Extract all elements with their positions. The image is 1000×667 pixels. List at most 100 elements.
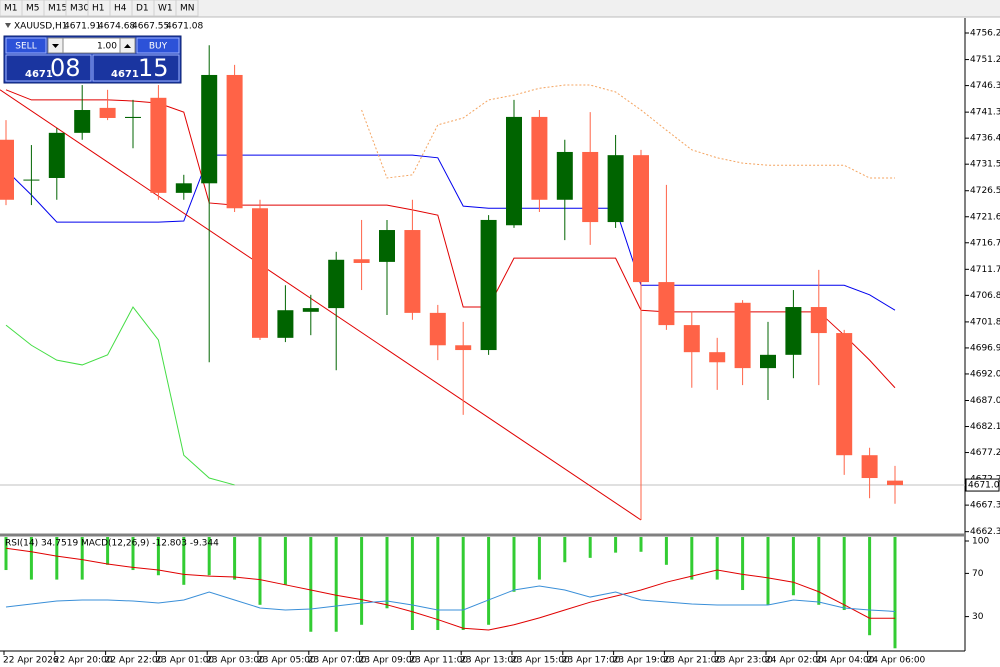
sell-button[interactable] xyxy=(5,37,47,54)
header-icon xyxy=(5,23,11,28)
y-tick-label: 30 xyxy=(972,612,984,622)
macd-bar xyxy=(360,537,364,625)
bid-pips: 08 xyxy=(50,54,81,82)
candle-body xyxy=(48,132,65,178)
macd-bar xyxy=(817,537,821,605)
macd-bar xyxy=(207,537,211,576)
trendline xyxy=(0,89,642,521)
macd-bar xyxy=(131,537,135,571)
y-tick-label: 4736.40 xyxy=(970,134,1000,144)
macd-bar xyxy=(690,537,694,580)
timeframe-label: H1 xyxy=(92,4,105,14)
macd-bar xyxy=(741,537,745,591)
macd-bar xyxy=(4,537,8,571)
x-tick-label: 24 Apr 06:00 xyxy=(867,656,926,666)
y-tick-label: 4701.80 xyxy=(970,317,1000,327)
macd-bar xyxy=(436,537,440,631)
lot-down-arrow xyxy=(52,44,59,48)
y-tick-label: 4731.50 xyxy=(970,160,1000,170)
candle-body xyxy=(607,155,624,223)
macd-bar xyxy=(512,537,516,592)
overlay-line xyxy=(361,84,895,179)
candle-body xyxy=(658,282,675,326)
candle-body xyxy=(582,151,599,223)
macd-bar xyxy=(182,537,186,585)
bid-main: 4671 xyxy=(25,69,53,80)
candle-body xyxy=(328,259,345,309)
macd-bar xyxy=(766,537,770,605)
y-tick-label: 70 xyxy=(972,569,984,579)
y-tick-label: 4751.20 xyxy=(970,55,1000,65)
sell-label: SELL xyxy=(15,42,36,52)
y-tick-label: 4756.20 xyxy=(970,29,1000,39)
low: 4667.55 xyxy=(132,22,169,32)
macd-bar xyxy=(563,537,567,563)
macd-bar xyxy=(385,537,389,609)
timeframe-label: M1 xyxy=(4,4,18,14)
candle-body xyxy=(201,74,218,184)
timeframe-label: M5 xyxy=(26,4,40,14)
buy-button[interactable] xyxy=(136,37,180,54)
macd-bar xyxy=(791,537,795,596)
bid-box[interactable] xyxy=(5,54,92,82)
x-tick-label: 23 Apr 13:00 xyxy=(460,656,519,666)
lot-value: 1.00 xyxy=(97,42,117,52)
x-tick-label: 23 Apr 19:00 xyxy=(613,656,672,666)
macd-bar xyxy=(664,537,668,565)
candle-body xyxy=(379,230,395,262)
macd-bar xyxy=(309,537,313,632)
candle-body xyxy=(277,310,294,338)
macd-bar xyxy=(80,537,84,580)
candle-body xyxy=(252,208,268,338)
x-tick-label: 23 Apr 05:00 xyxy=(257,656,316,666)
macd-bar xyxy=(842,537,846,611)
x-tick-label: 23 Apr 07:00 xyxy=(308,656,367,666)
current-price-box xyxy=(965,478,1000,492)
candle-body xyxy=(226,74,243,209)
macd-bar xyxy=(283,537,287,585)
x-tick-label: 24 Apr 02:00 xyxy=(765,656,824,666)
x-tick-label: 23 Apr 11:00 xyxy=(409,656,468,666)
candle-body xyxy=(302,308,319,312)
x-tick-label: 22 Apr 22:00 xyxy=(105,656,164,666)
candle-body xyxy=(887,480,903,486)
ask-box[interactable] xyxy=(92,54,180,82)
lot-up-arrow xyxy=(124,44,131,48)
x-tick-label: 24 Apr 04:00 xyxy=(816,656,875,666)
y-tick-label: 4696.90 xyxy=(970,343,1000,353)
y-tick-label: 4667.30 xyxy=(970,501,1000,511)
x-tick-label: 23 Apr 21:00 xyxy=(663,656,722,666)
candle-body xyxy=(836,333,853,456)
buy-label: BUY xyxy=(149,42,168,52)
symbol: XAUUSD,H1 xyxy=(14,22,68,32)
y-tick-label: 4687.00 xyxy=(970,396,1000,406)
candle-body xyxy=(810,307,827,334)
y-tick-label: 4746.30 xyxy=(970,81,1000,91)
current-price-label: 4671.08 xyxy=(968,481,1000,491)
x-tick-label: 23 Apr 03:00 xyxy=(206,656,265,666)
ask-main: 4671 xyxy=(111,69,139,80)
timeframe-label: MN xyxy=(180,4,195,14)
timeframe-label: D1 xyxy=(136,4,149,14)
candle-body xyxy=(404,230,421,313)
plot xyxy=(0,45,965,649)
x-tick-label: 22 Apr 2026 xyxy=(3,656,59,666)
timeframe-bar: M1 M5 M15 M30 H1 H4 D1 W1 MN xyxy=(0,0,199,17)
y-tick-label: 4662.30 xyxy=(970,527,1000,537)
y-tick-label: 4716.70 xyxy=(970,238,1000,248)
candle-body xyxy=(74,110,91,133)
overlay-line xyxy=(5,306,235,486)
timeframe-label: M30 xyxy=(70,4,89,14)
candle-body xyxy=(23,179,40,181)
toolbar xyxy=(0,0,1000,17)
timeframe-button[interactable] xyxy=(175,0,199,17)
candle-body xyxy=(861,455,878,479)
indicator-line xyxy=(5,585,896,612)
timeframe-label: W1 xyxy=(158,4,173,14)
candle-body xyxy=(556,151,573,200)
trade-panel: SELL 1.00 BUY 4671 08 4671 15 xyxy=(3,35,182,84)
y-tick-label: 4711.70 xyxy=(970,265,1000,275)
candle-body xyxy=(683,325,700,353)
